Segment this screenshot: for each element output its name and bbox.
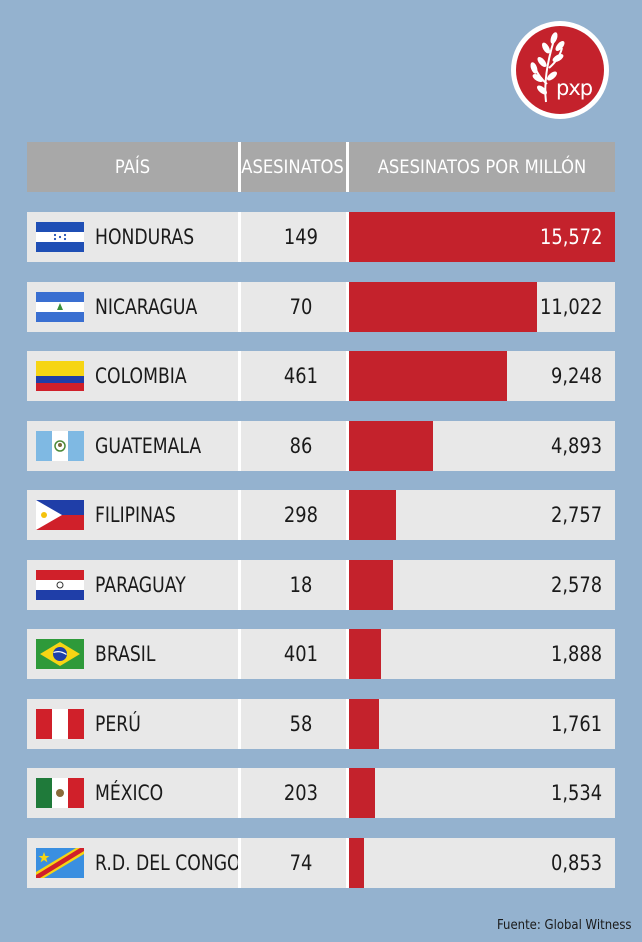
row-divider (238, 421, 241, 471)
rate-value-label: 9,248 (550, 364, 602, 388)
rate-bar (349, 212, 615, 262)
colombia-flag-icon (36, 361, 84, 391)
rate-value-label: 1,534 (550, 781, 602, 805)
row-divider (238, 699, 241, 749)
country-label: PERÚ (95, 712, 141, 736)
table-row: HONDURAS 149 15,572 (27, 212, 615, 262)
dr-congo-flag-icon (36, 848, 84, 878)
rate-bar (349, 768, 375, 818)
rate-value-label: 11,022 (539, 295, 602, 319)
row-divider (238, 629, 241, 679)
table-row: BRASIL 401 1,888 (27, 629, 615, 679)
country-label: FILIPINAS (95, 503, 176, 527)
row-divider (238, 282, 241, 332)
rate-bar (349, 490, 396, 540)
row-divider (238, 351, 241, 401)
murders-value: 461 (283, 364, 318, 388)
row-divider (346, 560, 349, 610)
row-divider (238, 768, 241, 818)
rate-value-label: 1,761 (550, 712, 602, 736)
row-divider (346, 838, 349, 888)
murders-value: 401 (283, 642, 318, 666)
rate-value-label: 2,578 (550, 573, 602, 597)
country-label: HONDURAS (95, 225, 195, 249)
philippines-flag-icon (36, 500, 84, 530)
row-divider (346, 212, 349, 262)
table-row: MÉXICO 203 1,534 (27, 768, 615, 818)
country-label: BRASIL (95, 642, 156, 666)
rate-value-label: 0,853 (550, 851, 602, 875)
logo-text: pxp (556, 76, 593, 100)
rate-bar (349, 282, 537, 332)
murders-value: 203 (283, 781, 318, 805)
row-divider (238, 560, 241, 610)
table-row: NICARAGUA 70 11,022 (27, 282, 615, 332)
row-divider (346, 629, 349, 679)
table-row: COLOMBIA 461 9,248 (27, 351, 615, 401)
rate-value-label: 1,888 (550, 642, 602, 666)
murders-value: 86 (289, 434, 313, 458)
header-divider (346, 142, 349, 192)
brazil-flag-icon (36, 639, 84, 669)
rate-value-label: 2,757 (550, 503, 602, 527)
table-row: GUATEMALA 86 4,893 (27, 421, 615, 471)
country-label: R.D. DEL CONGO (95, 851, 241, 875)
pxp-logo: pxp (511, 21, 609, 119)
country-label: NICARAGUA (95, 295, 198, 319)
murders-value: 58 (289, 712, 313, 736)
peru-flag-icon (36, 709, 84, 739)
row-divider (238, 212, 241, 262)
country-label: MÉXICO (95, 781, 164, 805)
mexico-flag-icon (36, 778, 84, 808)
rate-bar (349, 560, 393, 610)
guatemala-flag-icon (36, 431, 84, 461)
rate-bar (349, 351, 507, 401)
murders-value: 298 (283, 503, 318, 527)
murders-value: 74 (289, 851, 313, 875)
row-divider (346, 699, 349, 749)
honduras-flag-icon (36, 222, 84, 252)
row-divider (346, 421, 349, 471)
olive-branch-icon (530, 32, 565, 103)
rate-bar (349, 838, 364, 888)
country-label: COLOMBIA (95, 364, 187, 388)
row-divider (238, 490, 241, 540)
row-divider (346, 490, 349, 540)
table-row: PERÚ 58 1,761 (27, 699, 615, 749)
murders-value: 70 (289, 295, 313, 319)
rate-value-label: 4,893 (550, 434, 602, 458)
table-row: PARAGUAY 18 2,578 (27, 560, 615, 610)
country-label: GUATEMALA (95, 434, 202, 458)
source-note: Fuente: Global Witness (497, 918, 632, 933)
paraguay-flag-icon (36, 570, 84, 600)
rate-bar (349, 699, 379, 749)
row-divider (238, 838, 241, 888)
header-divider (238, 142, 241, 192)
table-row: R.D. DEL CONGO 74 0,853 (27, 838, 615, 888)
row-divider (346, 768, 349, 818)
rate-bar (349, 629, 381, 679)
header-murders: ASESINATOS (241, 156, 344, 178)
country-label: PARAGUAY (95, 573, 186, 597)
table-header: PAÍS ASESINATOS ASESINATOS POR MILLÓN (27, 142, 615, 192)
row-divider (346, 351, 349, 401)
nicaragua-flag-icon (36, 292, 84, 322)
header-rate: ASESINATOS POR MILLÓN (377, 156, 587, 178)
table-row: FILIPINAS 298 2,757 (27, 490, 615, 540)
murders-value: 149 (283, 225, 318, 249)
rate-bar (349, 421, 433, 471)
murders-value: 18 (289, 573, 313, 597)
rate-value-label: 15,572 (539, 225, 602, 249)
header-country: PAÍS (114, 156, 151, 178)
row-divider (346, 282, 349, 332)
